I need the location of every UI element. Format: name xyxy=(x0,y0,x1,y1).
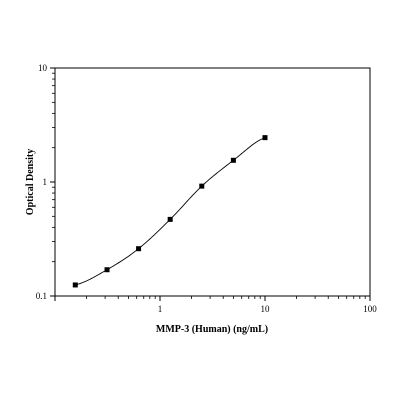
fit-curve xyxy=(75,137,266,286)
plot-frame xyxy=(54,67,371,297)
data-point xyxy=(104,267,110,273)
data-point xyxy=(167,216,173,222)
y-tick-label: 10 xyxy=(38,63,48,73)
data-point xyxy=(262,135,268,141)
y-tick-label: 0.1 xyxy=(36,291,47,301)
data-points-layer xyxy=(72,135,268,288)
x-tick-label: 1 xyxy=(158,304,163,314)
data-point xyxy=(230,157,236,163)
data-point xyxy=(199,183,205,189)
y-axis-title: Optical Density xyxy=(25,149,36,215)
plot-border xyxy=(54,67,371,297)
x-tick-label: 10 xyxy=(261,304,271,314)
x-axis-title: MMP-3 (Human) (ng/mL) xyxy=(156,324,268,335)
fit-curve-layer xyxy=(75,137,266,286)
y-axis-ticks: 0.1 1 10 xyxy=(36,63,55,301)
x-axis-ticks: 1 10 100 xyxy=(54,296,377,314)
x-tick-label: 100 xyxy=(363,304,377,314)
data-point xyxy=(136,246,142,252)
y-tick-label: 1 xyxy=(43,177,48,187)
data-point xyxy=(72,282,78,288)
